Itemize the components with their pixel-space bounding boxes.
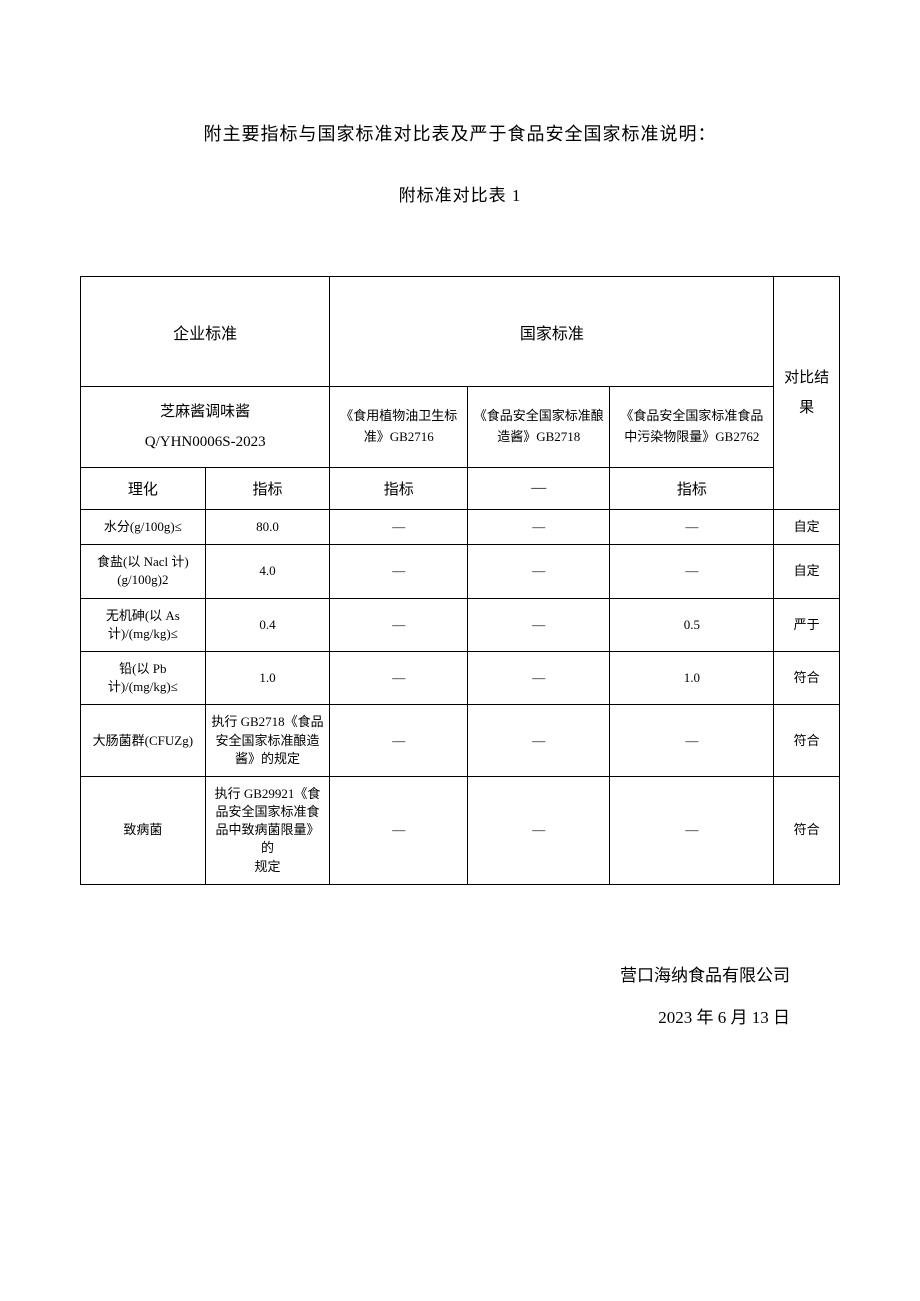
- comparison-table: 企业标准 国家标准 对比结果 芝麻酱调味酱Q/YHN0006S-2023 《食用…: [80, 276, 840, 885]
- header-national: 国家标准: [330, 277, 774, 387]
- row-std3: 0.5: [610, 598, 774, 651]
- row-std1: —: [330, 545, 468, 598]
- row-result: 自定: [774, 510, 840, 545]
- footer: 营口海纳食品有限公司 2023 年 6 月 13 日: [80, 955, 840, 1040]
- row-std2: —: [468, 545, 610, 598]
- subheader-row: 芝麻酱调味酱Q/YHN0006S-2023 《食用植物油卫生标准》GB2716 …: [81, 387, 840, 468]
- row-value: 0.4: [205, 598, 330, 651]
- row-std3: —: [610, 705, 774, 777]
- row-std1: —: [330, 651, 468, 704]
- row-result: 符合: [774, 651, 840, 704]
- table-row: 铅(以 Pb 计)/(mg/kg)≤ 1.0 — — 1.0 符合: [81, 651, 840, 704]
- row-value: 执行 GB2718《食品安全国家标准酿造酱》的规定: [205, 705, 330, 777]
- table-row: 致病菌 执行 GB29921《食品安全国家标准食品中致病菌限量》的规定 — — …: [81, 776, 840, 884]
- header-enterprise: 企业标准: [81, 277, 330, 387]
- table-row: 水分(g/100g)≤ 80.0 — — — 自定: [81, 510, 840, 545]
- row-indicator: 铅(以 Pb 计)/(mg/kg)≤: [81, 651, 206, 704]
- subheader-std1: 《食用植物油卫生标准》GB2716: [330, 387, 468, 468]
- row-std3: —: [610, 510, 774, 545]
- subheader-product: 芝麻酱调味酱Q/YHN0006S-2023: [81, 387, 330, 468]
- row-value: 4.0: [205, 545, 330, 598]
- row-result: 符合: [774, 776, 840, 884]
- row-std1: —: [330, 510, 468, 545]
- table-row: 食盐(以 Nacl 计)(g/100g)2 4.0 — — — 自定: [81, 545, 840, 598]
- table-row: 无机砷(以 As 计)/(mg/kg)≤ 0.4 — — 0.5 严于: [81, 598, 840, 651]
- row-std3: —: [610, 776, 774, 884]
- row-result: 严于: [774, 598, 840, 651]
- header-result: 对比结果: [774, 277, 840, 510]
- category-col3: 指标: [330, 468, 468, 510]
- category-col5: 指标: [610, 468, 774, 510]
- row-indicator: 无机砷(以 As 计)/(mg/kg)≤: [81, 598, 206, 651]
- row-value: 执行 GB29921《食品安全国家标准食品中致病菌限量》的规定: [205, 776, 330, 884]
- footer-date: 2023 年 6 月 13 日: [80, 997, 790, 1040]
- table-title: 附标准对比表 1: [80, 181, 840, 206]
- category-col1: 理化: [81, 468, 206, 510]
- category-col4: —: [468, 468, 610, 510]
- row-std2: —: [468, 776, 610, 884]
- row-std2: —: [468, 598, 610, 651]
- row-result: 符合: [774, 705, 840, 777]
- row-result: 自定: [774, 545, 840, 598]
- subheader-std3: 《食品安全国家标准食品中污染物限量》GB2762: [610, 387, 774, 468]
- row-std1: —: [330, 598, 468, 651]
- row-std1: —: [330, 776, 468, 884]
- subheader-std2: 《食品安全国家标准酿造酱》GB2718: [468, 387, 610, 468]
- row-indicator: 大肠菌群(CFUZg): [81, 705, 206, 777]
- row-indicator: 水分(g/100g)≤: [81, 510, 206, 545]
- row-value: 1.0: [205, 651, 330, 704]
- row-std2: —: [468, 651, 610, 704]
- category-row: 理化 指标 指标 — 指标: [81, 468, 840, 510]
- row-value: 80.0: [205, 510, 330, 545]
- header-row: 企业标准 国家标准 对比结果: [81, 277, 840, 387]
- page-title: 附主要指标与国家标准对比表及严于食品安全国家标准说明：: [80, 120, 840, 146]
- row-std1: —: [330, 705, 468, 777]
- category-col2: 指标: [205, 468, 330, 510]
- row-std3: —: [610, 545, 774, 598]
- table-row: 大肠菌群(CFUZg) 执行 GB2718《食品安全国家标准酿造酱》的规定 — …: [81, 705, 840, 777]
- footer-company: 营口海纳食品有限公司: [80, 955, 790, 998]
- row-indicator: 食盐(以 Nacl 计)(g/100g)2: [81, 545, 206, 598]
- row-indicator: 致病菌: [81, 776, 206, 884]
- row-std2: —: [468, 510, 610, 545]
- row-std3: 1.0: [610, 651, 774, 704]
- row-std2: —: [468, 705, 610, 777]
